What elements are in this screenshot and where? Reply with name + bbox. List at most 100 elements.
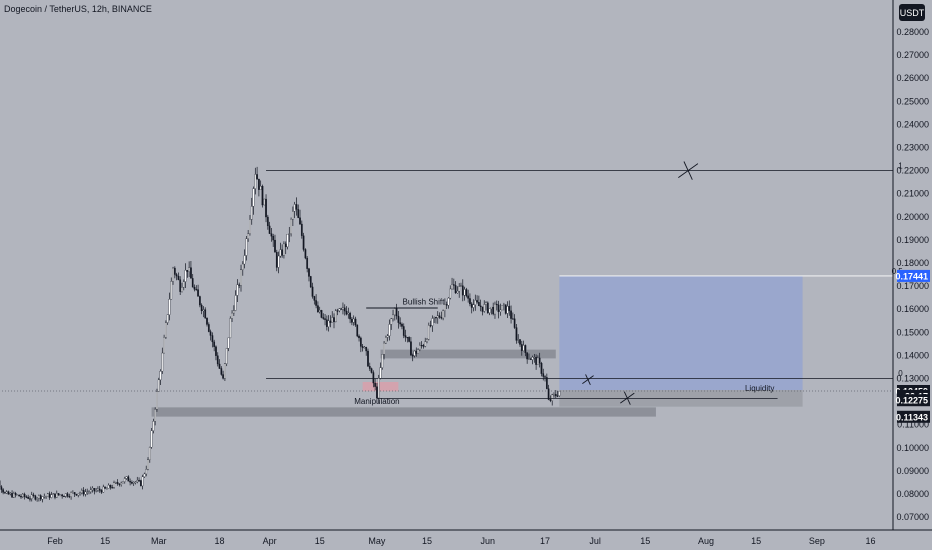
candle-body xyxy=(512,318,514,320)
candle-body xyxy=(492,306,495,315)
y-tick-label: 0.21000 xyxy=(896,189,929,199)
candle-body xyxy=(243,255,246,265)
candle-body xyxy=(141,476,144,487)
candle-body xyxy=(322,317,325,319)
candle-body xyxy=(64,493,67,497)
candle-body xyxy=(395,308,398,317)
candle-body xyxy=(129,481,131,483)
candle-body xyxy=(265,198,267,218)
candle-body xyxy=(308,268,310,277)
candle-body xyxy=(9,493,12,495)
candle-body xyxy=(379,367,382,379)
candle-body xyxy=(413,350,416,356)
x-tick-label: 16 xyxy=(866,536,876,546)
candle-body xyxy=(467,295,469,299)
candle-body xyxy=(554,394,557,396)
candle-body xyxy=(213,341,216,347)
candle-body xyxy=(38,495,40,499)
y-tick-label: 0.23000 xyxy=(896,143,929,153)
candle-body xyxy=(18,494,21,497)
currency-badge[interactable]: USDT xyxy=(899,4,925,21)
candles-layer xyxy=(0,166,561,503)
y-tick-label: 0.14000 xyxy=(896,350,929,360)
candle-body xyxy=(406,337,409,339)
candle-body xyxy=(402,326,405,336)
candle-body xyxy=(501,305,503,311)
candle-body xyxy=(494,303,496,315)
candle-body xyxy=(127,476,130,482)
price-tag-text: 0.11343 xyxy=(896,412,928,422)
candle-body xyxy=(113,482,115,488)
candle-body xyxy=(106,488,108,490)
candle-body xyxy=(202,309,205,312)
candle-body xyxy=(300,223,303,236)
x-tick-label: Jul xyxy=(589,536,601,546)
price-tag-text: 0.17441 xyxy=(895,271,928,281)
y-tick-label: 0.11000 xyxy=(897,420,929,430)
candle-body xyxy=(476,300,478,303)
candle-body xyxy=(553,394,555,396)
candle-body xyxy=(358,335,360,339)
candle-body xyxy=(11,493,13,498)
candle-body xyxy=(218,363,221,369)
candle-body xyxy=(404,335,407,338)
price-tag-0: 0.17441 xyxy=(895,269,930,282)
candle-body xyxy=(499,309,502,312)
candle-body xyxy=(14,493,17,496)
block-zone-may xyxy=(380,349,556,359)
levels-layer xyxy=(0,170,893,392)
candle-body xyxy=(528,358,530,360)
candle-body xyxy=(204,309,207,319)
candle-body xyxy=(304,249,307,259)
candle-body xyxy=(43,496,46,498)
candle-body xyxy=(5,491,8,494)
candle-body xyxy=(343,307,346,312)
y-tick-label: 0.15000 xyxy=(896,327,929,337)
candle-body xyxy=(252,188,255,207)
candle-body xyxy=(32,494,35,497)
candle-body xyxy=(549,399,552,401)
candle-body xyxy=(422,345,425,347)
price-tag-4: 0.11343 xyxy=(896,410,930,423)
candle-body xyxy=(118,483,121,485)
candle-body xyxy=(540,363,543,374)
y-tick-label: 0.27000 xyxy=(896,50,929,60)
candle-body xyxy=(372,372,375,384)
candle-body xyxy=(220,368,223,375)
candle-body xyxy=(274,239,276,253)
candle-body xyxy=(506,306,509,314)
time-axis[interactable]: Feb 15 Mar 18 Apr 15 May 15 Jun 17 Jul 15 Aug 15 Sep 16 xyxy=(47,536,875,546)
candle-body xyxy=(27,497,30,499)
candle-body xyxy=(469,298,471,305)
cross-mark-icon xyxy=(683,161,693,180)
candle-body xyxy=(225,348,228,364)
candle-body xyxy=(86,491,89,493)
x-tick-label: 15 xyxy=(640,536,650,546)
candle-body xyxy=(147,459,149,470)
candle-body xyxy=(544,376,546,378)
candle-body xyxy=(333,317,335,323)
candle-body xyxy=(356,324,359,337)
candle-body xyxy=(197,289,199,297)
candle-body xyxy=(392,314,394,319)
candle-body xyxy=(13,493,15,498)
candle-body xyxy=(345,310,348,315)
candle-body xyxy=(50,494,53,498)
candle-body xyxy=(224,363,226,379)
candle-body xyxy=(72,492,74,494)
candle-body xyxy=(488,308,491,314)
candle-body xyxy=(93,488,96,492)
candle-body xyxy=(558,390,561,396)
annotation-5: 0 xyxy=(898,369,903,378)
candle-body xyxy=(175,274,178,277)
y-tick-label: 0.24000 xyxy=(896,119,929,129)
candle-body xyxy=(485,302,487,305)
candle-body xyxy=(481,306,484,312)
candle-body xyxy=(317,305,319,313)
candle-body xyxy=(109,484,112,488)
candle-body xyxy=(95,490,97,492)
candle-body xyxy=(98,488,101,491)
candle-body xyxy=(165,322,167,338)
candle-body xyxy=(54,493,56,498)
